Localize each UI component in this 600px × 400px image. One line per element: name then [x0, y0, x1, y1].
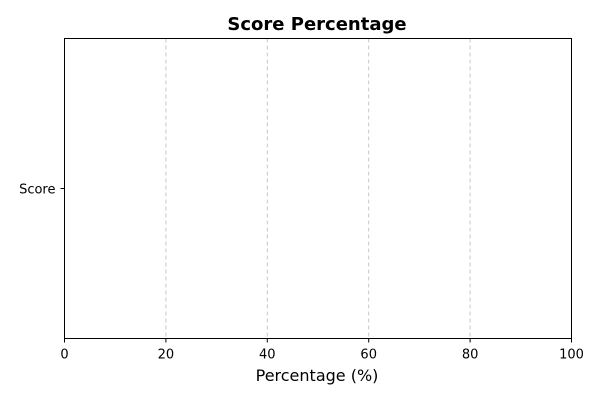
chart-title: Score Percentage: [227, 14, 406, 35]
x-axis-ticks: 0 20 40 60 80 100: [60, 338, 584, 363]
plot-frame: [64, 38, 572, 339]
x-tick-label: 40: [259, 348, 276, 363]
x-tick-label: 80: [462, 348, 479, 363]
x-tick-label: 60: [360, 348, 377, 363]
x-axis-label: Percentage (%): [256, 366, 379, 385]
grid-lines: [165, 38, 471, 339]
x-tick-label: 0: [60, 348, 68, 363]
x-tick-label: 20: [158, 348, 175, 363]
y-tick-label: Score: [19, 183, 55, 198]
x-tick-label: 100: [559, 348, 584, 363]
y-axis-ticks: Score: [19, 183, 65, 198]
